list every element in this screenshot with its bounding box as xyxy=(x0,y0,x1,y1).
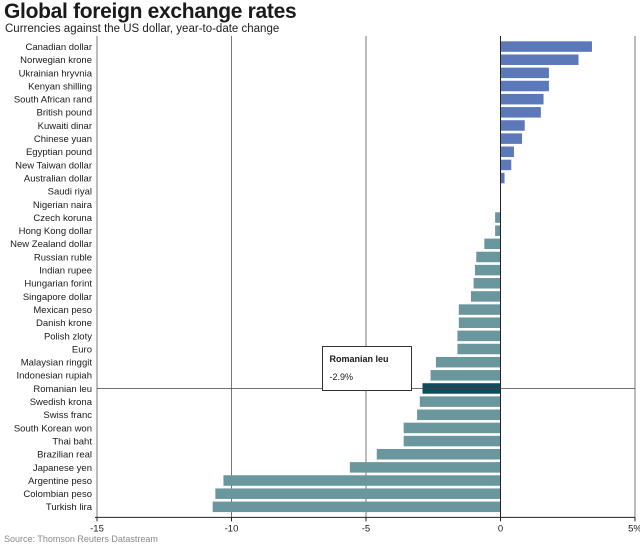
category-label: Japanese yen xyxy=(33,463,92,474)
category-label: Argentine peso xyxy=(28,476,92,487)
category-label: Nigerian naira xyxy=(33,200,93,211)
category-label: Euro xyxy=(72,344,92,355)
bar xyxy=(458,317,501,328)
callout-value: -2.9% xyxy=(329,371,353,382)
bar xyxy=(476,251,501,263)
bar xyxy=(500,146,514,158)
category-label: British pound xyxy=(37,108,92,119)
bar xyxy=(215,488,501,499)
category-label: Canadian dollar xyxy=(25,42,92,53)
bar xyxy=(349,462,501,473)
x-tick-label: -10 xyxy=(225,523,239,534)
category-label: Swedish krona xyxy=(30,397,93,408)
bar xyxy=(223,475,501,486)
category-label: Malaysian ringgit xyxy=(21,358,93,369)
category-label: Czech koruna xyxy=(33,213,92,224)
bar xyxy=(500,133,523,144)
category-label: Mexican peso xyxy=(33,305,92,316)
category-label: Turkish lira xyxy=(46,502,93,513)
category-label: Singapore dollar xyxy=(23,292,92,303)
x-tick-label: -5 xyxy=(362,523,370,534)
category-label: Australian dollar xyxy=(24,173,92,184)
category-label: South African rand xyxy=(14,95,92,106)
category-label: Danish krone xyxy=(36,318,92,329)
bar xyxy=(457,343,501,355)
category-label: Brazilian real xyxy=(37,450,92,461)
category-label: Hungarian forint xyxy=(24,279,92,290)
chart-source: Source: Thomson Reuters Datastream xyxy=(4,534,158,544)
bar xyxy=(500,120,525,131)
highlight-callout: Romanian leu -2.9% xyxy=(322,346,413,391)
category-label: Romanian leu xyxy=(33,384,92,395)
bar xyxy=(500,67,549,79)
chart-title: Global foreign exchange rates xyxy=(4,0,297,23)
callout-currency: Romanian leu xyxy=(329,354,389,365)
bar xyxy=(500,107,541,118)
category-label: Chinese yuan xyxy=(34,134,92,145)
x-tick-label: 5% xyxy=(628,523,640,534)
category-label: New Taiwan dollar xyxy=(15,160,92,171)
bar xyxy=(500,93,544,105)
bar xyxy=(500,80,549,92)
category-label: Saudi riyal xyxy=(48,187,92,198)
bar xyxy=(403,435,501,447)
bar xyxy=(376,448,501,460)
category-label: New Zealand dollar xyxy=(10,239,92,250)
category-label: Polish zloty xyxy=(44,331,92,342)
category-label: Russian ruble xyxy=(34,252,92,263)
bar xyxy=(212,501,501,513)
category-label: Hong Kong dollar xyxy=(19,226,92,237)
bar xyxy=(473,278,501,289)
x-tick-label: 0 xyxy=(498,523,503,534)
bar xyxy=(500,159,512,171)
bar xyxy=(470,291,501,302)
category-label: Norwegian krone xyxy=(20,55,92,66)
bar xyxy=(457,330,501,342)
bar xyxy=(500,54,579,65)
category-label: Thai baht xyxy=(52,436,92,447)
bar xyxy=(419,396,501,407)
x-tick-label: -15 xyxy=(90,523,104,534)
chart-subtitle: Currencies against the US dollar, year-t… xyxy=(5,23,280,35)
bar xyxy=(495,212,501,223)
bar xyxy=(430,370,501,381)
category-label: Egyptian pound xyxy=(26,147,92,158)
bar xyxy=(484,238,501,250)
category-label: Swiss franc xyxy=(43,410,92,421)
category-label: Indonesian rupiah xyxy=(16,371,92,382)
category-label: Ukrainian hryvnia xyxy=(19,68,93,79)
bar xyxy=(403,422,501,434)
bar xyxy=(500,172,505,184)
category-label: Kuwaiti dinar xyxy=(38,121,92,132)
bar xyxy=(458,304,501,315)
category-label: Colombian peso xyxy=(23,489,92,500)
category-label: South Korean won xyxy=(14,423,92,434)
bar xyxy=(495,225,501,236)
category-label: Kenyan shilling xyxy=(28,81,92,92)
bar xyxy=(417,409,501,421)
category-label: Indian rupee xyxy=(39,266,92,277)
bar xyxy=(435,356,501,368)
bar xyxy=(474,264,501,276)
bar xyxy=(500,41,592,52)
